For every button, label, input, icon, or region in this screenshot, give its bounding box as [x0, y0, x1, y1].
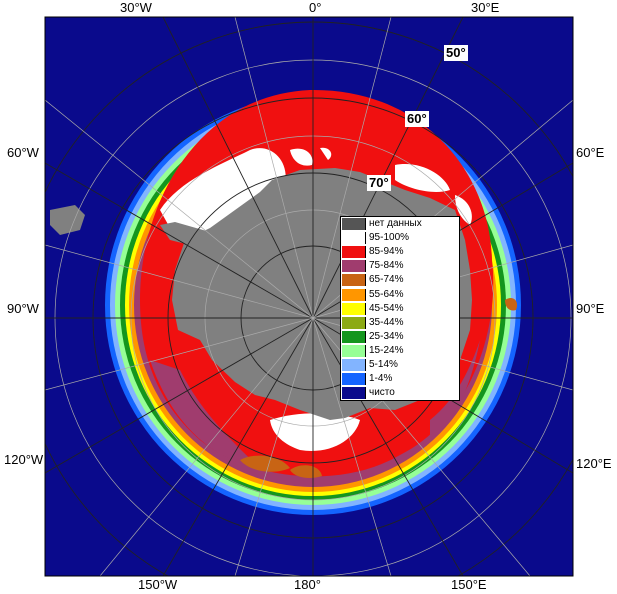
meridian-label-60e: 60°E: [576, 145, 605, 160]
legend-label: 75-84%: [369, 260, 404, 272]
legend-label: 65-74%: [369, 274, 404, 286]
meridians-light: [45, 17, 573, 576]
legend-swatch: [342, 232, 366, 245]
legend-item: 25-34%: [341, 330, 459, 344]
ice-95-100-ross: [270, 413, 360, 451]
legend-swatch: [342, 344, 366, 357]
legend-label: 1-4%: [369, 373, 393, 385]
legend-swatch: [342, 260, 366, 273]
legend: нет данных 95-100% 85-94% 75-84% 65-74% …: [340, 216, 460, 402]
meridian-label-90e: 90°E: [576, 301, 605, 316]
legend-label: 5-14%: [369, 358, 398, 370]
legend-label: нет данных: [369, 218, 422, 230]
parallel-label-60: 60°: [405, 111, 429, 127]
legend-item: 15-24%: [341, 344, 459, 358]
legend-swatch: [342, 274, 366, 287]
meridian-label-120e: 120°E: [576, 456, 612, 471]
legend-swatch: [342, 302, 366, 315]
legend-item: 85-94%: [341, 245, 459, 259]
legend-swatch: [342, 373, 366, 386]
legend-item: 55-64%: [341, 287, 459, 301]
legend-item: 75-84%: [341, 259, 459, 273]
legend-label: 15-24%: [369, 344, 404, 356]
legend-item: 35-44%: [341, 316, 459, 330]
south-america-tip: [50, 205, 85, 235]
legend-item: чисто: [341, 386, 459, 400]
meridian-label-120w: 120°W: [4, 452, 44, 467]
parallel-label-50: 50°: [444, 45, 468, 61]
legend-label: 85-94%: [369, 246, 404, 258]
legend-label: чисто: [369, 387, 395, 399]
ice-95-100-bits: [290, 147, 332, 166]
ice-95-100-east: [395, 164, 472, 225]
legend-label: 25-34%: [369, 330, 404, 342]
meridian-label-150w: 150°W: [138, 577, 178, 592]
ice-65-74-patches: [240, 298, 518, 478]
legend-item: 65-74%: [341, 273, 459, 287]
legend-swatch: [342, 218, 366, 231]
legend-item: 45-54%: [341, 302, 459, 316]
meridian-label-150e: 150°E: [451, 577, 487, 592]
legend-swatch: [342, 358, 366, 371]
meridian-label-180: 180°: [294, 577, 321, 592]
legend-swatch: [342, 330, 366, 343]
legend-item: нет данных: [341, 217, 459, 231]
parallel-label-70: 70°: [367, 175, 391, 191]
legend-swatch: [342, 387, 366, 400]
meridian-label-60w: 60°W: [7, 145, 39, 160]
legend-swatch: [342, 288, 366, 301]
map-frame: [44, 16, 574, 577]
legend-item: 5-14%: [341, 358, 459, 372]
legend-item: 95-100%: [341, 231, 459, 245]
legend-label: 45-54%: [369, 302, 404, 314]
meridian-label-30w: 30°W: [120, 0, 152, 15]
legend-item: 1-4%: [341, 372, 459, 386]
legend-swatch: [342, 246, 366, 259]
legend-label: 55-64%: [369, 288, 404, 300]
antarctic-peninsula: [160, 222, 210, 245]
legend-label: 95-100%: [369, 232, 410, 244]
meridian-label-30e: 30°E: [471, 0, 500, 15]
legend-label: 35-44%: [369, 316, 404, 328]
meridian-label-0: 0°: [309, 0, 322, 15]
legend-swatch: [342, 316, 366, 329]
meridian-label-90w: 90°W: [7, 301, 39, 316]
